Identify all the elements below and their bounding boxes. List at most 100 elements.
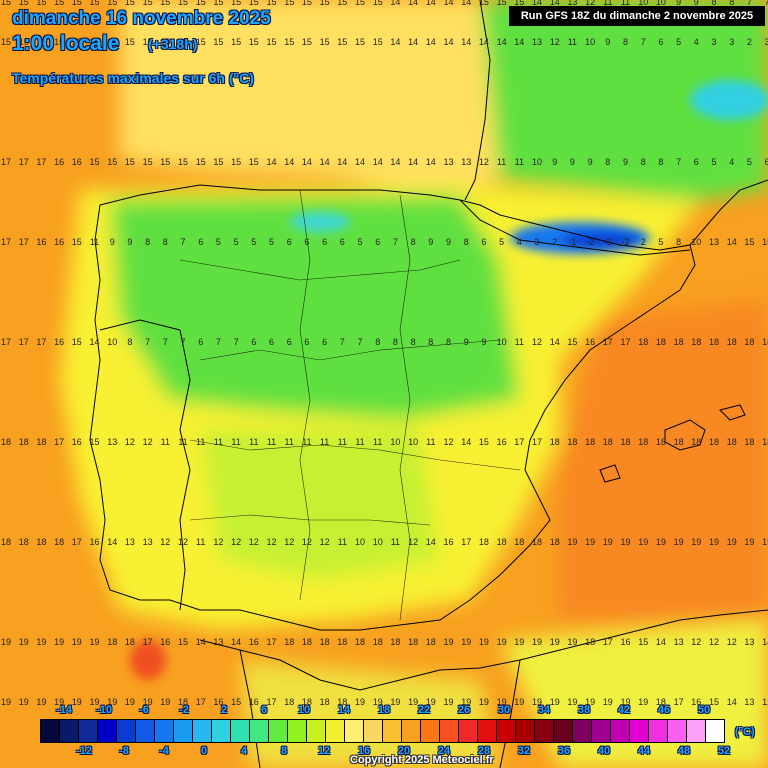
grid-value: 13 xyxy=(143,537,153,547)
grid-value: 19 xyxy=(426,697,436,707)
grid-value: 19 xyxy=(72,637,82,647)
grid-value: 19 xyxy=(691,537,701,547)
grid-value: 10 xyxy=(408,437,418,447)
grid-value: 11 xyxy=(320,437,329,447)
legend-tick-label: -8 xyxy=(119,745,129,757)
grid-value: 8 xyxy=(163,237,168,247)
grid-value: 15 xyxy=(143,37,153,47)
grid-value: 17 xyxy=(19,337,29,347)
grid-value: 15 xyxy=(1,0,11,7)
grid-value: 7 xyxy=(180,337,185,347)
pyrenees-border xyxy=(459,199,691,256)
grid-value: 7 xyxy=(641,37,646,47)
grid-value: 5 xyxy=(747,157,752,167)
legend-swatch xyxy=(383,720,402,742)
grid-value: 18 xyxy=(567,437,577,447)
forecast-date: dimanche 16 novembre 2025 xyxy=(12,8,271,29)
grid-value: 15 xyxy=(178,37,188,47)
grid-value: 15 xyxy=(337,0,347,7)
grid-value: 18 xyxy=(426,637,436,647)
grid-value: 18 xyxy=(337,637,347,647)
grid-value: 19 xyxy=(72,697,82,707)
grid-value: -3 xyxy=(604,237,612,247)
grid-value: 7 xyxy=(216,337,221,347)
grid-value: 2 xyxy=(747,37,752,47)
grid-value: 19 xyxy=(1,637,11,647)
grid-value: 15 xyxy=(355,37,365,47)
grid-value: 15 xyxy=(497,0,507,7)
grid-value: 11 xyxy=(161,437,170,447)
grid-value: 14 xyxy=(231,637,241,647)
grid-value: 8 xyxy=(729,0,734,7)
grid-value: 18 xyxy=(532,537,542,547)
grid-value: 17 xyxy=(674,697,684,707)
legend-tick-label: 2 xyxy=(220,704,228,716)
grid-value: 11 xyxy=(196,437,205,447)
grid-value: 14 xyxy=(408,37,418,47)
grid-value: 14 xyxy=(532,0,542,7)
grid-value: 12 xyxy=(249,537,259,547)
grid-value: 18 xyxy=(674,437,684,447)
grid-value: 14 xyxy=(479,37,489,47)
grid-value: 11 xyxy=(426,437,435,447)
legend-swatch xyxy=(364,720,383,742)
grid-value: 16 xyxy=(691,697,701,707)
grid-value: 19 xyxy=(479,697,489,707)
grid-value: 17 xyxy=(54,437,64,447)
grid-value: 11 xyxy=(338,437,347,447)
grid-value: 15 xyxy=(54,37,64,47)
biscay-field xyxy=(120,0,500,190)
grid-value: 19 xyxy=(19,637,29,647)
grid-value: 15 xyxy=(72,237,82,247)
legend-tick-label: 48 xyxy=(677,745,691,757)
grid-value: 11 xyxy=(267,437,276,447)
grid-value: 6 xyxy=(658,37,663,47)
grid-value: 15 xyxy=(213,37,223,47)
grid-value: 15 xyxy=(125,0,135,7)
grid-value: 18 xyxy=(762,437,768,447)
legend-swatch xyxy=(516,720,535,742)
grid-value: 8 xyxy=(446,337,451,347)
grid-value: 19 xyxy=(709,537,719,547)
legend-swatch xyxy=(269,720,288,742)
grid-value: 19 xyxy=(54,697,64,707)
grid-value: 9 xyxy=(446,237,451,247)
grid-value: 11 xyxy=(497,157,506,167)
grid-value: 17 xyxy=(36,157,46,167)
ibiza xyxy=(599,464,621,483)
grid-value: 19 xyxy=(620,537,630,547)
grid-value: 13 xyxy=(744,697,754,707)
grid-value: 19 xyxy=(550,697,560,707)
forecast-time: 1:00 locale xyxy=(12,32,120,55)
legend-swatch xyxy=(326,720,345,742)
legend-swatch xyxy=(117,720,136,742)
legend-tick-label: 40 xyxy=(597,745,611,757)
grid-value: 11 xyxy=(90,237,99,247)
grid-value: 14 xyxy=(727,237,737,247)
grid-value: 18 xyxy=(585,437,595,447)
grid-value: 15 xyxy=(284,0,294,7)
legend-swatch xyxy=(573,720,592,742)
grid-value: 11 xyxy=(231,437,240,447)
grid-value: 17 xyxy=(620,337,630,347)
legend-tick-label: 44 xyxy=(637,745,651,757)
grid-value: 19 xyxy=(532,637,542,647)
region-borders xyxy=(179,189,521,621)
grid-value: 18 xyxy=(284,697,294,707)
grid-value: 15 xyxy=(19,37,29,47)
grid-value: 19 xyxy=(355,697,365,707)
legend-tick-label: 52 xyxy=(717,745,731,757)
grid-value: 15 xyxy=(213,0,223,7)
grid-value: 9 xyxy=(694,0,699,7)
grid-value: 5 xyxy=(676,37,681,47)
legend-tick-label: -2 xyxy=(179,704,189,716)
grid-value: 19 xyxy=(585,537,595,547)
legend-unit: (°C) xyxy=(735,726,755,738)
grid-value: 11 xyxy=(196,537,205,547)
grid-value: 10 xyxy=(656,0,666,7)
legend-swatch xyxy=(554,720,573,742)
grid-value: 9 xyxy=(570,157,575,167)
grid-value: 9 xyxy=(481,337,486,347)
alps-cold-spot xyxy=(690,80,768,120)
legend-swatch xyxy=(79,720,98,742)
